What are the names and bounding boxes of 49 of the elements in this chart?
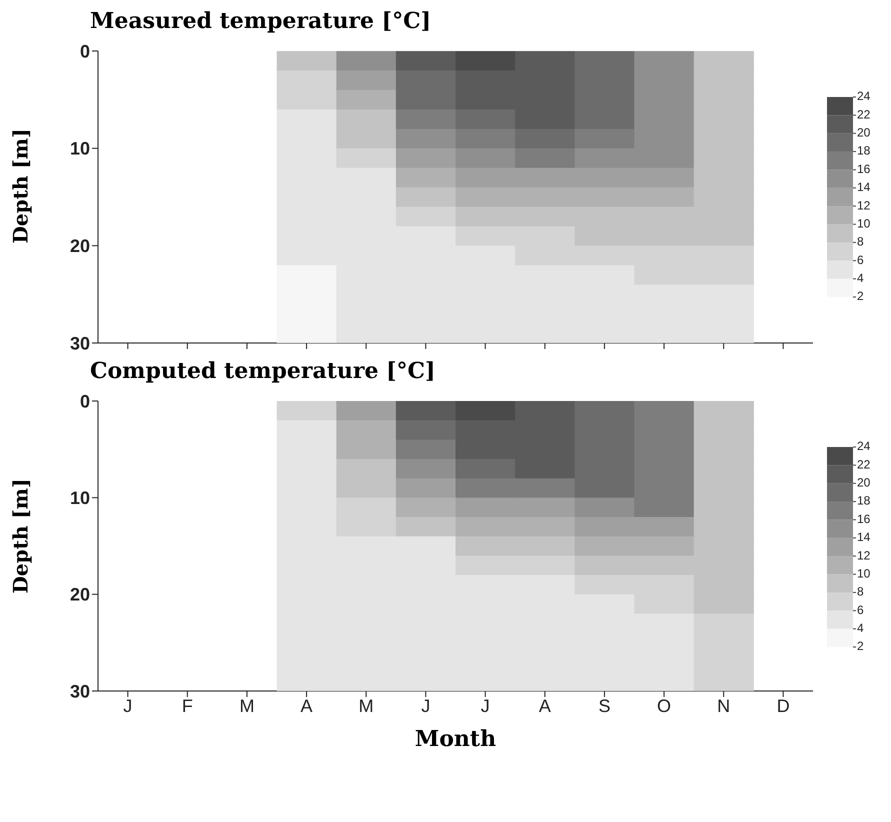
color-bar-label: 20 bbox=[857, 476, 871, 490]
x-tick-label: A bbox=[538, 696, 551, 716]
color-bar-label: 24 bbox=[857, 439, 871, 454]
y-tick-label: 30 bbox=[70, 681, 90, 702]
color-bar-label: 16 bbox=[857, 512, 871, 526]
x-axis-title: Month bbox=[414, 726, 498, 752]
x-tick-label: M bbox=[239, 696, 254, 716]
x-tick-label: A bbox=[300, 696, 313, 716]
color-bar-label: 2 bbox=[857, 289, 864, 304]
x-tick-label: O bbox=[657, 696, 672, 716]
color-bar-label: 2 bbox=[857, 639, 864, 654]
color-bar-label: 18 bbox=[857, 144, 871, 158]
color-bar-label: 8 bbox=[857, 234, 864, 249]
x-tick-label: J bbox=[421, 696, 430, 716]
color-bar-label: 12 bbox=[857, 198, 871, 212]
color-bar-label: 14 bbox=[857, 530, 871, 544]
color-bar-label: 8 bbox=[857, 584, 864, 599]
y-tick-label: 30 bbox=[70, 333, 90, 354]
y-axis-title: Depth [m] bbox=[8, 128, 32, 244]
color-bar-label: 4 bbox=[857, 270, 864, 285]
x-tick-label: D bbox=[776, 696, 790, 716]
x-tick-label: N bbox=[717, 696, 730, 716]
color-bar-label: 4 bbox=[857, 620, 864, 635]
y-axis-title: Depth [m] bbox=[8, 478, 32, 594]
color-bar-label: 22 bbox=[857, 457, 871, 472]
color-bar-label: 12 bbox=[857, 548, 871, 562]
y-tick-label: 20 bbox=[70, 236, 90, 256]
color-bar-label: 6 bbox=[857, 252, 864, 267]
chart-title: Computed temperature [°C] bbox=[90, 358, 436, 386]
y-tick-label: 0 bbox=[80, 391, 90, 412]
color-bar-label: 10 bbox=[857, 566, 871, 580]
x-tick-label: J bbox=[123, 696, 132, 716]
color-bar-label: 6 bbox=[857, 602, 864, 617]
color-bar-label: 10 bbox=[857, 216, 871, 230]
color-bar-label: 24 bbox=[857, 89, 871, 104]
color-bar-label: 20 bbox=[857, 126, 871, 140]
y-tick-label: 0 bbox=[80, 41, 90, 62]
x-tick-label: F bbox=[182, 696, 193, 716]
y-tick-label: 10 bbox=[70, 138, 90, 159]
x-tick-label: J bbox=[480, 696, 490, 716]
y-tick-label: 20 bbox=[70, 584, 90, 605]
color-bar-label: 14 bbox=[857, 180, 871, 194]
color-bar-label: 16 bbox=[857, 162, 871, 176]
color-bar-label: 22 bbox=[857, 107, 871, 122]
x-tick-label: M bbox=[358, 696, 374, 716]
y-tick-label: 10 bbox=[70, 488, 90, 508]
color-bar-label: 18 bbox=[857, 494, 871, 508]
chart-title: Measured temperature [°C] bbox=[90, 8, 432, 36]
x-tick-label: S bbox=[598, 696, 610, 716]
